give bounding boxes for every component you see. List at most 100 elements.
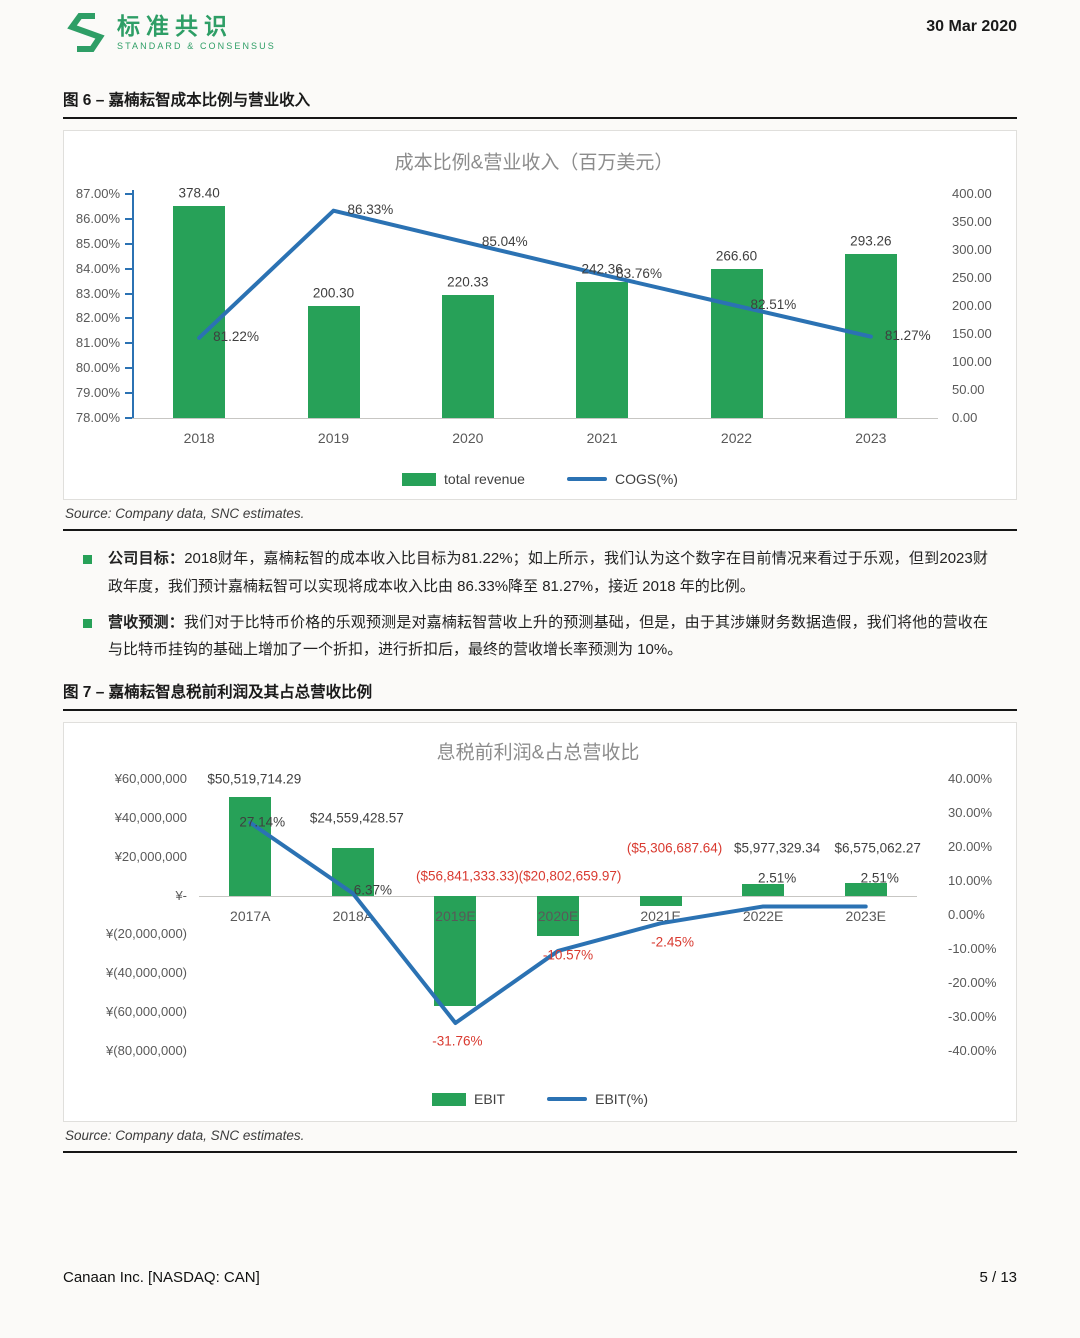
y-axis-tick-label: 86.00%: [75, 210, 120, 226]
legend-label: COGS(%): [614, 471, 678, 487]
logo-icon: [67, 13, 105, 52]
x-axis-label: 2018: [183, 430, 215, 446]
logo-name-cn: 标准共识: [117, 13, 233, 39]
y-axis-tick-label: 250.00: [952, 270, 992, 285]
axis-tick: [125, 392, 132, 395]
legend-item: total revenue: [402, 471, 525, 487]
y-axis-tick-label: -30.00%: [948, 1009, 997, 1024]
axis-tick: [125, 342, 132, 345]
figure7-chart: 息税前利润&占总营收比 ¥60,000,000 ¥40,000,000 ¥20,000…: [63, 722, 1017, 1122]
company-logo: 标准共识 STANDARD & CONSENSUS: [63, 10, 276, 56]
y-axis-tick-label: 84.00%: [75, 260, 120, 276]
axis-tick: [125, 193, 132, 195]
bar-value-label: $5,977,329.34: [733, 840, 821, 856]
y-axis-tick-label: ¥(60,000,000): [106, 1004, 187, 1020]
x-axis-line: [132, 418, 938, 419]
line-value-label: 6.37%: [353, 882, 392, 898]
bar: [576, 282, 629, 418]
footer-company: Canaan Inc. [NASDAQ: CAN]: [63, 1269, 260, 1286]
line-value-label: 81.27%: [884, 327, 931, 343]
y-axis-tick-label: 0.00: [952, 410, 978, 425]
bar-value-label: 220.33: [447, 274, 489, 290]
x-axis-label: 2017A: [230, 908, 271, 924]
x-axis-label: 2023E: [845, 908, 886, 924]
legend-line-swatch-icon: [566, 477, 607, 481]
figure6-chart: 成本比例&营业收入（百万美元） 87.00% 86.00% 85.00% 84.00% 8…: [63, 130, 1017, 500]
legend: total revenue COGS(%): [64, 471, 1016, 487]
line-value-label: -31.76%: [432, 1033, 483, 1049]
x-axis-label: 2020: [452, 430, 484, 446]
axis-tick: [125, 367, 132, 370]
line-value-label: -10.57%: [542, 947, 594, 963]
bullet-text: 公司目标：2018财年，嘉楠耘智的成本收入比目标为81.22%；如上所示，我们认…: [108, 545, 988, 601]
bar-value-label: ($5,306,687.64): [626, 840, 723, 856]
report-date: 30 Mar 2020: [926, 18, 1017, 35]
bar-value-label: ($20,802,659.97): [518, 868, 622, 884]
legend-bar-swatch-icon: [402, 472, 437, 486]
y-axis-tick-label: -10.00%: [948, 941, 997, 956]
y-axis-tick-label: 400.00: [952, 186, 992, 201]
bar: [229, 797, 272, 896]
bar-value-label: ($56,841,333.33): [416, 868, 519, 884]
line-value-label: -2.45%: [651, 934, 694, 950]
axis-tick: [125, 242, 132, 245]
y-axis-tick-label: -40.00%: [948, 1043, 997, 1058]
y-axis-tick-label: 20.00%: [948, 839, 993, 854]
logo-text: 标准共识 STANDARD & CONSENSUS: [117, 13, 276, 52]
y-axis-tick-label: 300.00: [952, 242, 992, 257]
x-axis-label: 2019: [317, 430, 350, 446]
x-axis-label: 2019E: [435, 908, 476, 924]
bar-value-label: $6,575,062.27: [834, 840, 921, 856]
bar: [307, 305, 360, 418]
y-axis-tick-label: 50.00: [952, 382, 985, 397]
y-axis-tick-label: 100.00: [952, 354, 992, 369]
legend-label: EBIT: [473, 1091, 506, 1107]
y-axis-tick-label: 82.00%: [75, 310, 120, 326]
figure7-source: Source: Company data, SNC estimates.: [63, 1122, 1017, 1153]
x-axis-label: 2020E: [537, 908, 579, 924]
y-axis-tick-label: 40.00%: [948, 771, 993, 786]
x-axis-label: 2023: [855, 430, 887, 446]
bar: [441, 294, 494, 418]
x-axis-label: 2022: [720, 430, 753, 446]
y-axis-tick-label: 150.00: [952, 326, 992, 341]
bar: [639, 895, 682, 906]
bullet-revenue-forecast: 营收预测：我们对于比特币价格的乐观预测是对嘉楠耘智营收上升的预测基础，但是，由于…: [83, 609, 1017, 665]
bar-value-label: 266.60: [715, 248, 758, 264]
y-axis-tick-label: ¥(20,000,000): [106, 926, 187, 942]
y-axis-tick-label: 350.00: [952, 214, 992, 229]
y-axis-tick-label: 10.00%: [948, 873, 993, 888]
y-axis-tick-label: ¥20,000,000: [114, 848, 187, 864]
legend-line-swatch-icon: [547, 1097, 588, 1101]
x-axis-label: 2021: [586, 430, 618, 446]
y-axis-tick-label: ¥-: [175, 887, 187, 903]
legend-label: EBIT(%): [595, 1091, 648, 1107]
legend-item: EBIT(%): [547, 1091, 648, 1107]
bullet-square-icon: [83, 555, 92, 564]
legend-item: EBIT: [431, 1091, 506, 1107]
bar-value-label: $24,559,428.57: [309, 810, 404, 826]
figure6-source: Source: Company data, SNC estimates.: [63, 500, 1017, 531]
axis-tick: [125, 292, 132, 295]
x-axis-label: 2021E: [640, 908, 681, 924]
axis-tick: [125, 417, 132, 419]
axis-tick: [125, 267, 132, 270]
bar: [173, 206, 226, 418]
bar-value-label: 293.26: [850, 233, 892, 249]
line-value-label: 82.51%: [750, 296, 797, 312]
figure7-heading: 图 7 – 嘉楠耘智息税前利润及其占总营收比例: [63, 680, 1017, 711]
bullet-text: 营收预测：我们对于比特币价格的乐观预测是对嘉楠耘智营收上升的预测基础，但是，由于…: [108, 609, 988, 665]
bullet-company-target: 公司目标：2018财年，嘉楠耘智的成本收入比目标为81.22%；如上所示，我们认…: [83, 545, 1017, 601]
y-axis-tick-label: 81.00%: [75, 335, 120, 351]
footer-page-number: 5 / 13: [979, 1269, 1017, 1286]
logo-name-en: STANDARD & CONSENSUS: [117, 41, 276, 51]
y-axis-tick-label: 79.00%: [75, 385, 120, 401]
y-axis-tick-label: 78.00%: [75, 410, 120, 425]
figure6-heading: 图 6 – 嘉楠耘智成本比例与营业收入: [63, 88, 1017, 119]
legend-bar-swatch-icon: [431, 1092, 466, 1106]
legend: EBIT EBIT(%): [64, 1091, 1016, 1107]
chart-title: 息税前利润&占总营收比: [436, 742, 640, 764]
y-axis-tick-label: 85.00%: [75, 235, 120, 251]
y-axis-tick-label: 87.00%: [75, 186, 120, 201]
line-value-label: 81.22%: [213, 328, 259, 344]
